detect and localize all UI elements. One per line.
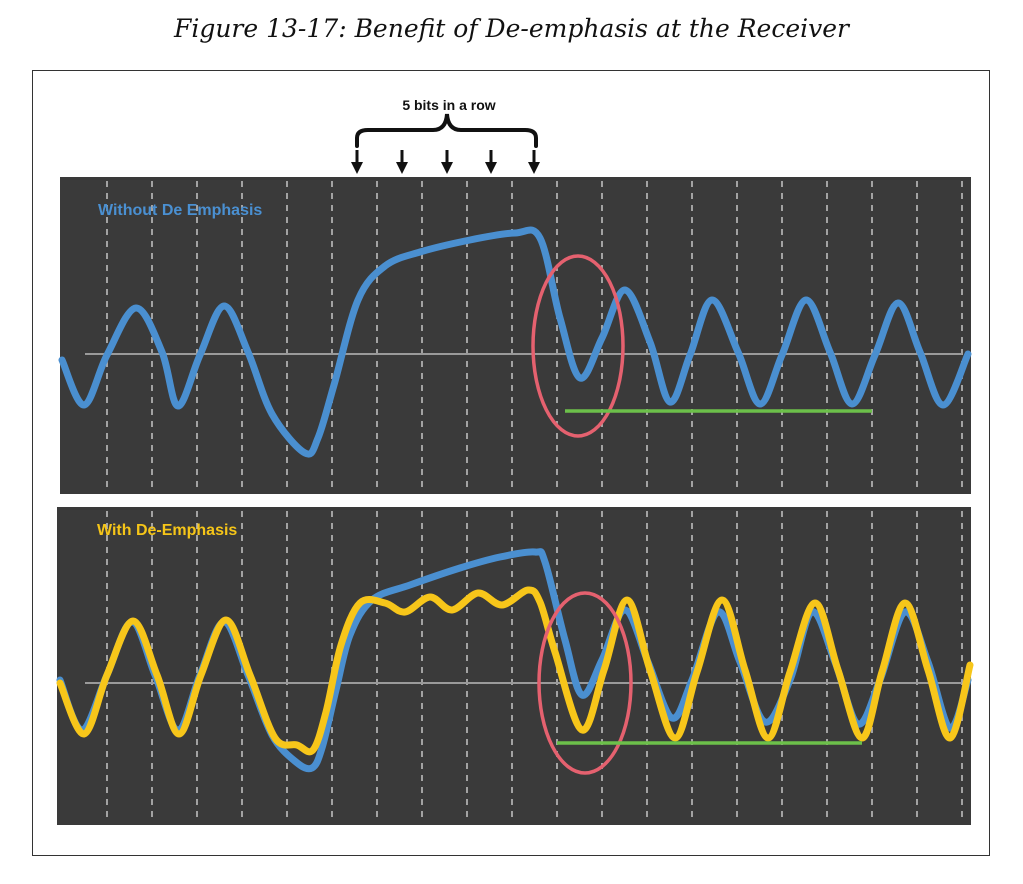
- bit-arrow-head: [441, 162, 453, 174]
- grid-bottom: [106, 511, 963, 821]
- panel-label-top: Without De Emphasis: [98, 202, 263, 219]
- brace-shape: [355, 113, 538, 148]
- bit-arrow-head: [396, 162, 408, 174]
- blue-signal-top: [58, 226, 972, 458]
- figure-frame: [32, 70, 990, 856]
- bit-arrow-head: [528, 162, 540, 174]
- grid-top: [106, 181, 963, 490]
- panel-label-bottom: With De-Emphasis: [97, 522, 238, 539]
- figure-caption: Figure 13-17: Benefit of De-emphasis at …: [173, 14, 850, 43]
- bit-arrow-head: [485, 162, 497, 174]
- panel-bottom-background: [57, 507, 971, 825]
- bit-arrows: [351, 150, 540, 174]
- highlight-ellipse-top: [531, 254, 625, 438]
- annotation-5-bits: 5 bits in a row: [402, 97, 496, 113]
- bit-arrow-head: [351, 162, 363, 174]
- highlight-ellipse-bottom: [537, 591, 633, 775]
- bit-brace: [355, 113, 538, 148]
- yellow-signal-bottom: [56, 586, 974, 756]
